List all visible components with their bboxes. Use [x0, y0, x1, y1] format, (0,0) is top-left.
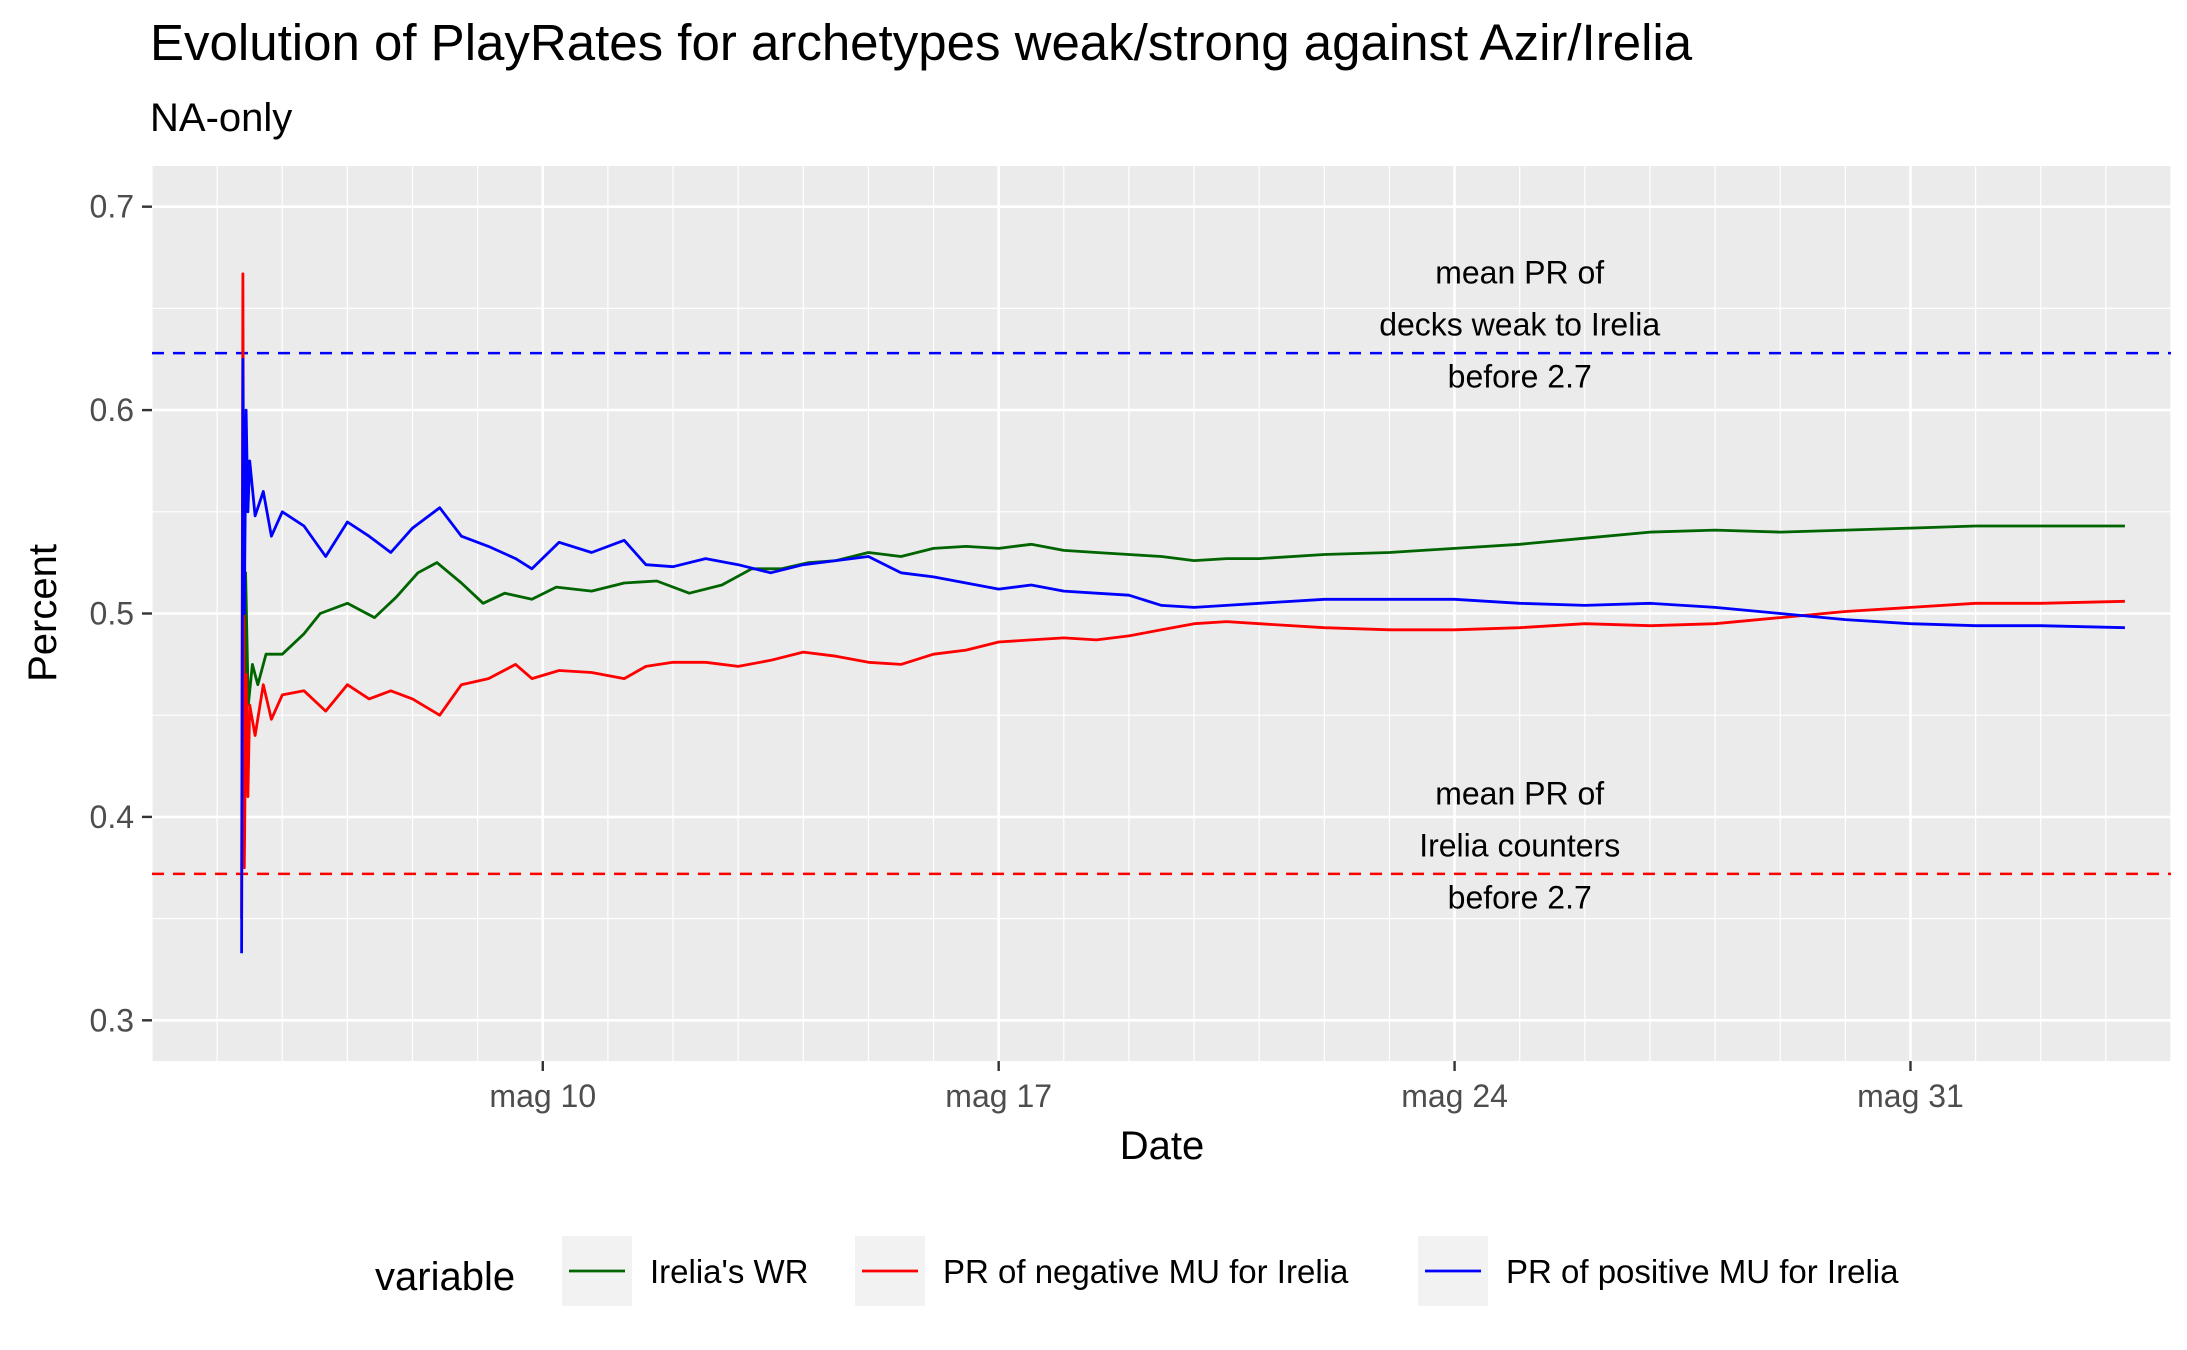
- x-axis: mag 10 mag 17 mag 24 mag 31: [489, 1061, 1964, 1114]
- legend-label: PR of negative MU for Irelia: [943, 1253, 1349, 1290]
- x-tick-label: mag 17: [945, 1078, 1052, 1114]
- x-tick-label: mag 31: [1857, 1078, 1964, 1114]
- y-tick-label: 0.5: [90, 596, 134, 632]
- reference-annotation-line: before 2.7: [1448, 879, 1592, 915]
- legend: variable Irelia's WR PR of negative MU fo…: [375, 1236, 1899, 1306]
- reference-annotation-line: mean PR of: [1435, 255, 1604, 291]
- reference-lines: [152, 351, 2171, 876]
- chart-subtitle: NA-only: [150, 96, 292, 140]
- reference-annotation-line: mean PR of: [1435, 775, 1604, 811]
- x-tick-label: mag 10: [489, 1078, 596, 1114]
- x-axis-title: Date: [1120, 1124, 1205, 1168]
- major-gridlines: [152, 166, 2171, 1061]
- reference-annotation-line: decks weak to Irelia: [1379, 307, 1660, 343]
- x-tick-label: mag 24: [1401, 1078, 1508, 1114]
- y-tick-label: 0.7: [90, 189, 134, 225]
- legend-title: variable: [375, 1255, 515, 1299]
- y-axis: 0.3 0.4 0.5 0.6 0.7: [90, 189, 152, 1038]
- reference-annotations: mean PR of decks weak to Irelia before 2.7…: [1379, 255, 1660, 916]
- legend-label: PR of positive MU for Irelia: [1506, 1253, 1899, 1290]
- y-tick-label: 0.3: [90, 1002, 134, 1038]
- reference-annotation-line: before 2.7: [1448, 359, 1592, 395]
- y-tick-label: 0.6: [90, 392, 134, 428]
- series-lines: [240, 272, 2125, 954]
- legend-label: Irelia's WR: [650, 1253, 808, 1290]
- y-axis-title: Percent: [21, 544, 65, 682]
- y-tick-label: 0.4: [90, 799, 134, 835]
- series-line: [240, 357, 2125, 954]
- chart-title: Evolution of PlayRates for archetypes we…: [150, 14, 1693, 71]
- series-line: [240, 272, 2125, 919]
- reference-annotation-line: Irelia counters: [1419, 827, 1620, 863]
